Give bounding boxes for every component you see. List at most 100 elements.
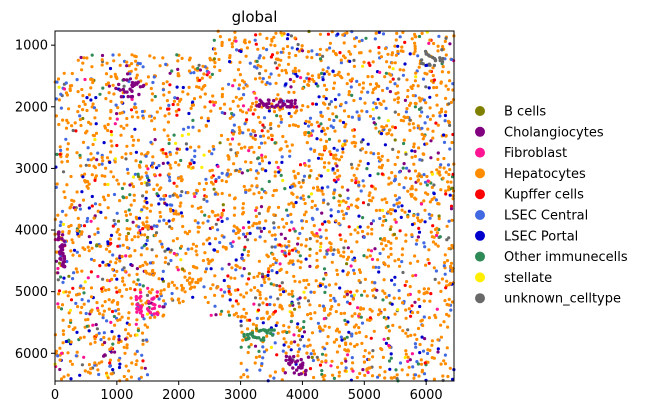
scatter-point [439, 188, 443, 192]
scatter-point [320, 189, 324, 193]
scatter-point [231, 84, 235, 88]
scatter-point [423, 361, 427, 365]
scatter-point [340, 155, 344, 159]
scatter-point [353, 144, 357, 148]
scatter-point [386, 52, 390, 56]
scatter-point [157, 188, 162, 192]
scatter-point [125, 246, 130, 250]
scatter-point [203, 295, 207, 299]
scatter-point [274, 323, 278, 328]
scatter-point [423, 291, 427, 295]
scatter-point [181, 90, 185, 94]
scatter-point [93, 116, 97, 120]
scatter-point [435, 231, 439, 235]
scatter-point [366, 162, 370, 166]
scatter-point [390, 302, 394, 306]
scatter-point [436, 49, 440, 53]
scatter-point [442, 156, 446, 161]
scatter-point [362, 235, 366, 239]
scatter-point [143, 366, 147, 370]
scatter-point [192, 192, 196, 196]
scatter-point [257, 303, 261, 307]
scatter-point [369, 336, 373, 340]
scatter-point [160, 242, 164, 246]
scatter-point [321, 200, 325, 205]
scatter-point [354, 204, 358, 208]
scatter-point [241, 212, 245, 216]
scatter-point [80, 87, 84, 92]
scatter-point [101, 86, 105, 90]
scatter-point [110, 309, 115, 314]
scatter-point [388, 367, 392, 371]
scatter-point [87, 206, 91, 210]
scatter-point [100, 304, 104, 308]
scatter-point [151, 268, 155, 273]
scatter-point [190, 204, 194, 208]
scatter-point [427, 248, 431, 252]
scatter-point [397, 296, 401, 300]
scatter-point [222, 235, 226, 239]
scatter-point [169, 209, 173, 213]
scatter-point [279, 232, 283, 236]
scatter-point [175, 237, 179, 241]
scatter-point [345, 257, 349, 261]
scatter-point [431, 224, 435, 228]
scatter-point [133, 352, 137, 356]
scatter-point [256, 47, 260, 51]
scatter-point [202, 72, 206, 76]
scatter-point [161, 269, 165, 273]
scatter-point [430, 343, 434, 347]
scatter-point [190, 247, 194, 251]
scatter-point [324, 359, 328, 363]
scatter-point [265, 253, 269, 257]
scatter-point [130, 263, 134, 268]
scatter-point [393, 259, 397, 263]
scatter-point [393, 275, 397, 279]
scatter-point [191, 118, 195, 122]
scatter-point [63, 195, 67, 200]
scatter-point [274, 31, 278, 35]
scatter-point [249, 160, 253, 165]
scatter-point [254, 176, 258, 180]
scatter-point [431, 240, 435, 244]
scatter-point [348, 302, 352, 306]
scatter-point [173, 96, 177, 100]
scatter-point [302, 330, 307, 334]
scatter-point [192, 71, 196, 75]
scatter-point [288, 228, 292, 232]
scatter-point [249, 168, 253, 172]
scatter-point [350, 115, 354, 119]
scatter-point [287, 111, 291, 116]
scatter-point [134, 295, 138, 299]
scatter-point [377, 308, 381, 312]
scatter-point [140, 353, 144, 357]
scatter-point [166, 262, 171, 266]
scatter-point [300, 226, 304, 230]
scatter-point [355, 167, 359, 171]
scatter-point [263, 239, 267, 243]
scatter-point [109, 75, 113, 79]
scatter-point [403, 116, 407, 120]
scatter-point [296, 172, 300, 176]
scatter-point [374, 208, 378, 213]
scatter-point [307, 131, 311, 135]
scatter-point [97, 163, 101, 167]
scatter-point [345, 262, 349, 266]
scatter-point [397, 150, 401, 154]
scatter-point [400, 260, 404, 264]
scatter-point [276, 205, 281, 209]
scatter-point [55, 152, 59, 156]
scatter-point [344, 359, 348, 363]
scatter-point [104, 216, 108, 220]
scatter-point [410, 193, 414, 197]
scatter-point [122, 345, 126, 349]
scatter-point [97, 331, 101, 335]
scatter-point [188, 276, 192, 280]
scatter-point [272, 110, 277, 114]
scatter-point [78, 373, 82, 377]
scatter-point [344, 290, 348, 294]
scatter-point [166, 161, 170, 165]
scatter-point [423, 121, 427, 125]
scatter-point [412, 126, 416, 130]
scatter-point [87, 329, 91, 333]
